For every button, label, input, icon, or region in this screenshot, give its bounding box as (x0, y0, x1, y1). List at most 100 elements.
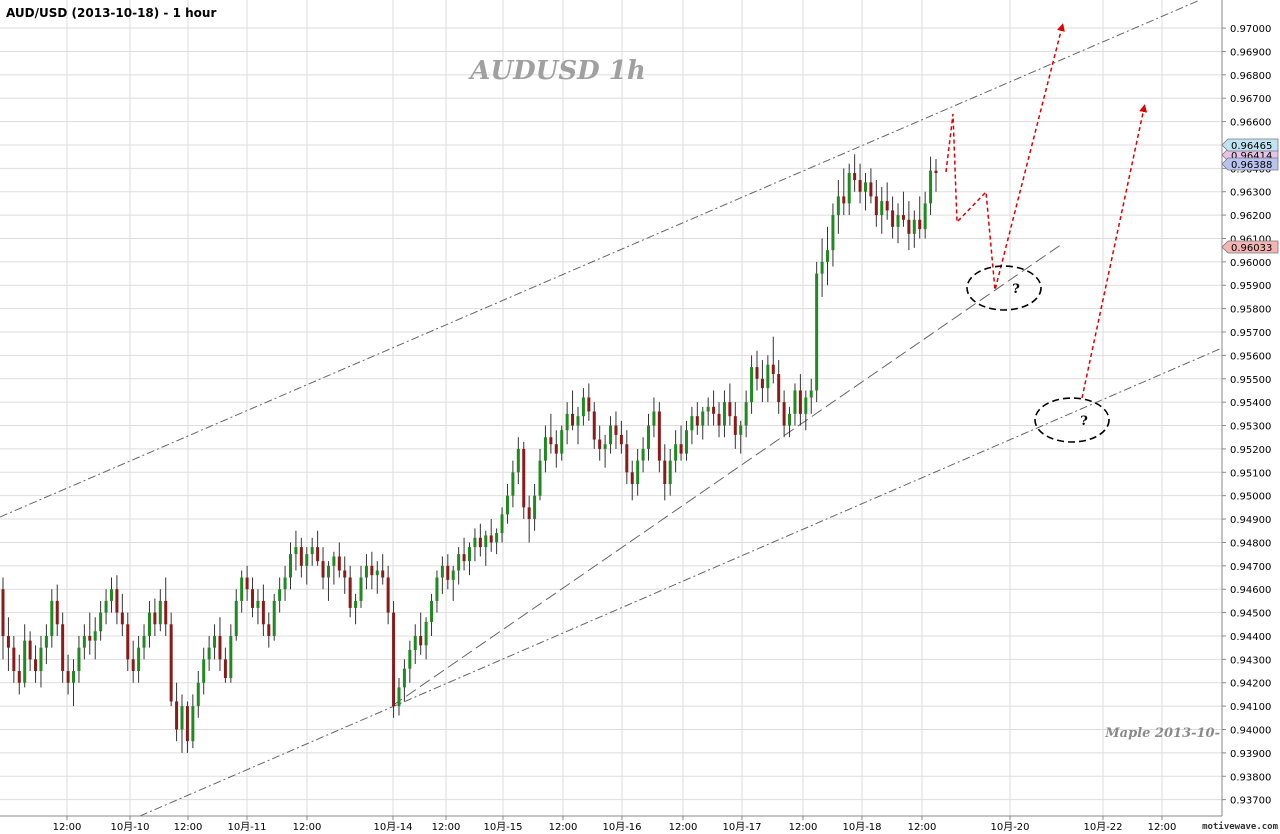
question-mark: ? (1080, 414, 1088, 429)
candle (354, 593, 358, 625)
y-tick-label: 0.96700 (1230, 94, 1271, 105)
candle (804, 390, 808, 431)
candle (256, 589, 260, 625)
candle (196, 671, 200, 718)
candle (419, 612, 423, 655)
question-ellipses: ?? (966, 265, 1110, 443)
question-ellipse (966, 265, 1042, 311)
candle (543, 425, 547, 473)
candle (332, 551, 336, 585)
candle (175, 682, 179, 742)
candle (61, 612, 65, 683)
y-tick-label: 0.94700 (1230, 562, 1271, 573)
x-tick-label: 10月-18 (842, 821, 881, 833)
x-axis: 12:00 10月-10 12:00 10月-11 12:00 10月-14 12:00 10… (53, 816, 1176, 833)
question-ellipse (1034, 397, 1110, 443)
candle (381, 554, 385, 585)
y-tick-label: 0.95800 (1230, 305, 1271, 316)
x-tick-label: 10月-10 (110, 821, 149, 833)
candle (587, 383, 591, 421)
candle (115, 575, 119, 625)
candle (609, 416, 613, 454)
candle (863, 173, 867, 211)
svg-text:0.96388: 0.96388 (1231, 160, 1272, 171)
candle (619, 420, 623, 454)
candle (701, 406, 705, 440)
candle (934, 158, 938, 192)
candle (305, 547, 309, 585)
candle (50, 589, 54, 648)
candle (316, 530, 320, 566)
x-tick-label: 10月-22 (1083, 821, 1122, 833)
candle (538, 448, 542, 501)
candle (310, 537, 314, 566)
candle (918, 196, 922, 239)
candle (630, 460, 634, 501)
x-tick-label: 12:00 (174, 822, 203, 833)
candle (430, 593, 434, 636)
candle (278, 577, 282, 613)
x-tick-label: 10月-15 (483, 821, 522, 833)
candle (169, 612, 173, 707)
candle (706, 397, 710, 426)
candle (679, 425, 683, 461)
candle (896, 203, 900, 244)
candle (82, 624, 86, 660)
x-tick-label: 12:00 (908, 822, 937, 833)
candle (72, 659, 76, 707)
x-tick-label: 10月-14 (373, 821, 412, 833)
candle (923, 191, 927, 239)
candle (831, 203, 835, 267)
price-tag-current: 0.96388 (1221, 157, 1279, 171)
candle (885, 182, 889, 220)
candle (549, 413, 553, 454)
candle (261, 584, 265, 636)
y-tick-label: 0.96300 (1230, 188, 1271, 199)
candle (375, 561, 379, 594)
y-tick-label: 0.94800 (1230, 538, 1271, 549)
candle (218, 617, 222, 672)
candle (413, 624, 417, 665)
candle (468, 542, 471, 576)
y-tick-label: 0.97000 (1230, 24, 1271, 35)
y-tick-label: 0.96900 (1230, 47, 1271, 58)
candle (826, 226, 830, 286)
candle (495, 528, 499, 555)
trend-line (0, 0, 1201, 518)
y-tick-label: 0.94000 (1230, 725, 1271, 736)
candle (478, 523, 482, 557)
candle (565, 402, 569, 445)
candle (457, 547, 461, 585)
candle (191, 694, 195, 749)
candles (1, 154, 938, 753)
candle (164, 577, 168, 636)
brand-text: motivewave.com (1202, 821, 1278, 832)
candle (760, 360, 764, 403)
x-tick-label: 10月-16 (602, 821, 641, 833)
candle (283, 565, 287, 601)
candle (288, 542, 292, 590)
svg-text:0.96414: 0.96414 (1231, 151, 1272, 162)
y-tick-label: 0.96600 (1230, 118, 1271, 129)
y-tick-label: 0.94600 (1230, 585, 1271, 596)
candle (424, 617, 428, 660)
candle (929, 156, 933, 216)
x-tick-label: 10月-20 (990, 821, 1029, 833)
candle (712, 390, 716, 426)
x-tick-label: 12:00 (789, 822, 818, 833)
projection-paths (945, 23, 1148, 399)
trend-channel-lines (0, 0, 1223, 817)
candle (636, 448, 640, 496)
candle (147, 600, 151, 648)
candle (251, 577, 255, 618)
candle (674, 430, 678, 473)
price-tag-low: 0.96033 (1221, 240, 1279, 254)
candle (869, 168, 873, 204)
candle (500, 507, 504, 543)
candle (489, 519, 493, 552)
candle (625, 430, 629, 484)
candle (77, 635, 81, 683)
candle (511, 460, 515, 508)
